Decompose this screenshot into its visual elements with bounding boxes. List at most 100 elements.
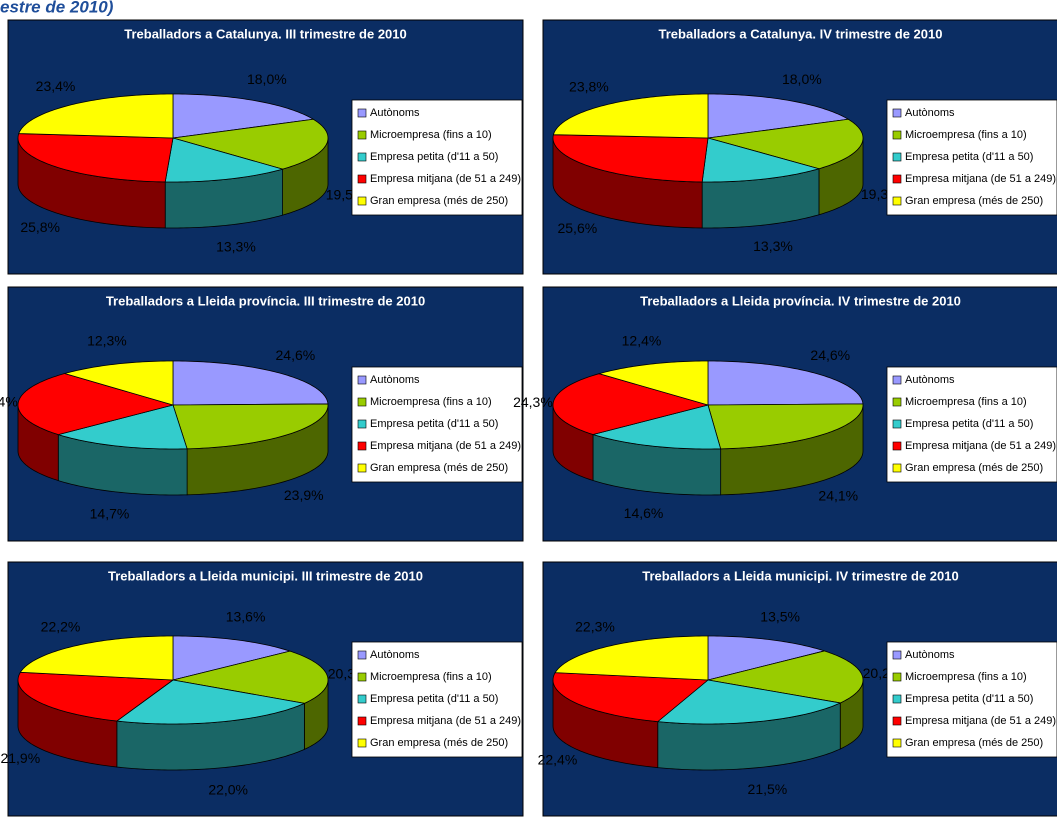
slice bbox=[164, 137, 285, 183]
legend bbox=[351, 366, 523, 483]
data-label: 24,1% bbox=[818, 487, 858, 503]
legend-swatch bbox=[892, 108, 902, 118]
data-label: 23,4% bbox=[36, 78, 76, 94]
legend-swatch bbox=[892, 738, 902, 748]
legend-swatch bbox=[357, 108, 367, 118]
data-label: 13,5% bbox=[760, 609, 800, 625]
slice bbox=[701, 137, 821, 183]
legend-swatch bbox=[357, 738, 367, 748]
legend-swatch bbox=[357, 174, 367, 184]
chart-title: Treballadors a Catalunya. IV trimestre d… bbox=[659, 26, 943, 41]
legend-swatch bbox=[892, 694, 902, 704]
slice bbox=[17, 373, 175, 436]
legend-label: Microempresa (fins a 10) bbox=[370, 129, 492, 141]
legend-swatch bbox=[892, 463, 902, 473]
legend-label: Gran empresa (més de 250) bbox=[370, 737, 508, 749]
data-label: 22,4% bbox=[538, 752, 578, 768]
legend-swatch bbox=[892, 441, 902, 451]
legend-swatch bbox=[892, 196, 902, 206]
data-label: 12,4% bbox=[622, 333, 662, 349]
chart-title: Treballadors a Lleida província. III tri… bbox=[106, 293, 425, 308]
legend-label: Empresa mitjana (de 51 a 249) bbox=[370, 173, 521, 185]
legend-label: Empresa mitjana (de 51 a 249) bbox=[905, 715, 1056, 727]
legend-swatch bbox=[892, 130, 902, 140]
data-label: 23,8% bbox=[569, 79, 609, 95]
data-label: 24,3% bbox=[513, 394, 553, 410]
slice bbox=[63, 360, 174, 406]
slice bbox=[707, 650, 864, 704]
data-label: 13,3% bbox=[216, 238, 256, 254]
chart-title: Treballadors a Catalunya. III trimestre … bbox=[124, 26, 407, 41]
slice bbox=[552, 134, 709, 183]
legend-label: Empresa petita (d'11 a 50) bbox=[905, 418, 1033, 430]
legend-swatch bbox=[357, 716, 367, 726]
legend-label: Microempresa (fins a 10) bbox=[905, 396, 1027, 408]
slice bbox=[172, 360, 329, 406]
legend bbox=[351, 641, 523, 758]
legend bbox=[351, 99, 523, 216]
legend-label: Autònoms bbox=[370, 107, 420, 119]
data-label: 25,8% bbox=[20, 219, 60, 235]
slice bbox=[115, 679, 306, 725]
slice bbox=[552, 93, 709, 139]
legend-label: Autònoms bbox=[370, 649, 420, 661]
data-label: 24,4% bbox=[0, 394, 18, 410]
legend-label: Gran empresa (més de 250) bbox=[370, 195, 508, 207]
data-label: 21,5% bbox=[748, 781, 788, 797]
slice bbox=[56, 404, 188, 450]
slice bbox=[656, 679, 842, 725]
slice bbox=[707, 360, 864, 406]
data-label: 23,9% bbox=[284, 487, 324, 503]
legend-swatch bbox=[892, 174, 902, 184]
chart-panel: Treballadors a Lleida municipi. IV trime… bbox=[538, 561, 1057, 817]
legend-swatch bbox=[357, 419, 367, 429]
legend-label: Gran empresa (més de 250) bbox=[370, 462, 508, 474]
legend-swatch bbox=[357, 375, 367, 385]
slice bbox=[552, 373, 710, 435]
legend-swatch bbox=[892, 650, 902, 660]
legend-swatch bbox=[892, 419, 902, 429]
slice bbox=[19, 635, 174, 681]
legend-swatch bbox=[357, 441, 367, 451]
legend-swatch bbox=[357, 152, 367, 162]
data-label: 25,6% bbox=[557, 220, 597, 236]
chart-panel: Treballadors a Catalunya. IV trimestre d… bbox=[542, 19, 1057, 275]
slice bbox=[172, 403, 329, 450]
legend-label: Empresa petita (d'11 a 50) bbox=[370, 418, 498, 430]
data-label: 13,6% bbox=[226, 609, 266, 625]
chart-panel: Treballadors a Lleida municipi. III trim… bbox=[0, 561, 524, 817]
legend-swatch bbox=[892, 375, 902, 385]
data-label: 18,0% bbox=[247, 71, 287, 87]
chart-panel: Treballadors a Catalunya. III trimestre … bbox=[7, 19, 524, 275]
data-label: 24,6% bbox=[276, 347, 316, 363]
legend-label: Empresa petita (d'11 a 50) bbox=[905, 151, 1033, 163]
legend-swatch bbox=[357, 196, 367, 206]
legend-label: Autònoms bbox=[370, 374, 420, 386]
legend-label: Empresa mitjana (de 51 a 249) bbox=[370, 715, 521, 727]
slice bbox=[707, 93, 850, 139]
legend-label: Autònoms bbox=[905, 374, 955, 386]
data-label: 21,9% bbox=[0, 750, 40, 766]
legend-label: Empresa mitjana (de 51 a 249) bbox=[905, 440, 1056, 452]
chart-title: Treballadors a Lleida municipi. IV trime… bbox=[642, 568, 958, 583]
legend-label: Empresa petita (d'11 a 50) bbox=[905, 693, 1033, 705]
legend-swatch bbox=[892, 397, 902, 407]
slice bbox=[17, 671, 175, 722]
legend-swatch bbox=[892, 672, 902, 682]
heading: estre de 2010) bbox=[0, 0, 114, 16]
data-label: 18,0% bbox=[782, 71, 822, 87]
slice bbox=[591, 404, 722, 450]
legend-swatch bbox=[357, 672, 367, 682]
legend-label: Microempresa (fins a 10) bbox=[905, 671, 1027, 683]
legend-label: Empresa petita (d'11 a 50) bbox=[370, 693, 498, 705]
legend-swatch bbox=[357, 650, 367, 660]
chart-title: Treballadors a Lleida província. IV trim… bbox=[640, 293, 961, 308]
slice bbox=[707, 403, 864, 450]
chart-panel: Treballadors a Lleida província. IV trim… bbox=[513, 286, 1057, 542]
legend-swatch bbox=[357, 463, 367, 473]
legend-label: Microempresa (fins a 10) bbox=[370, 671, 492, 683]
slice bbox=[18, 93, 174, 139]
legend-label: Microempresa (fins a 10) bbox=[905, 129, 1027, 141]
data-label: 13,3% bbox=[753, 238, 793, 254]
